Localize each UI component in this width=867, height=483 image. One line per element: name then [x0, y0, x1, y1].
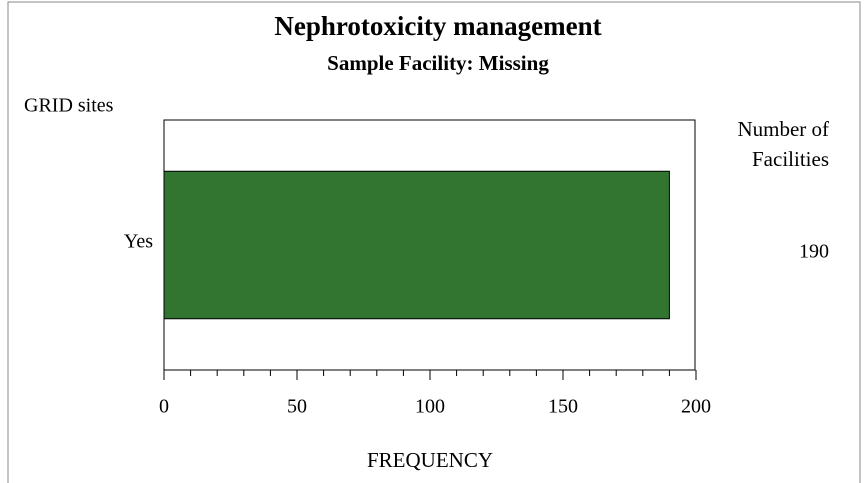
bar: [163, 170, 670, 320]
x-tick-label: 200: [681, 396, 711, 418]
value-column-header: Number of Facilities: [737, 117, 829, 171]
x-tick-label: 100: [415, 396, 445, 418]
x-tick-label: 150: [548, 396, 578, 418]
frame: [7, 1, 861, 483]
x-tick-label: 0: [159, 396, 169, 418]
y-axis-label: GRID sites: [24, 95, 114, 117]
x-tick-label: 50: [287, 396, 307, 418]
chart-title: Nephrotoxicity management: [274, 11, 601, 41]
y-tick-label: Yes: [124, 231, 153, 253]
value-label: 190: [799, 241, 829, 263]
x-axis-label: FREQUENCY: [367, 448, 493, 472]
chart-subtitle: Sample Facility: Missing: [327, 51, 549, 75]
